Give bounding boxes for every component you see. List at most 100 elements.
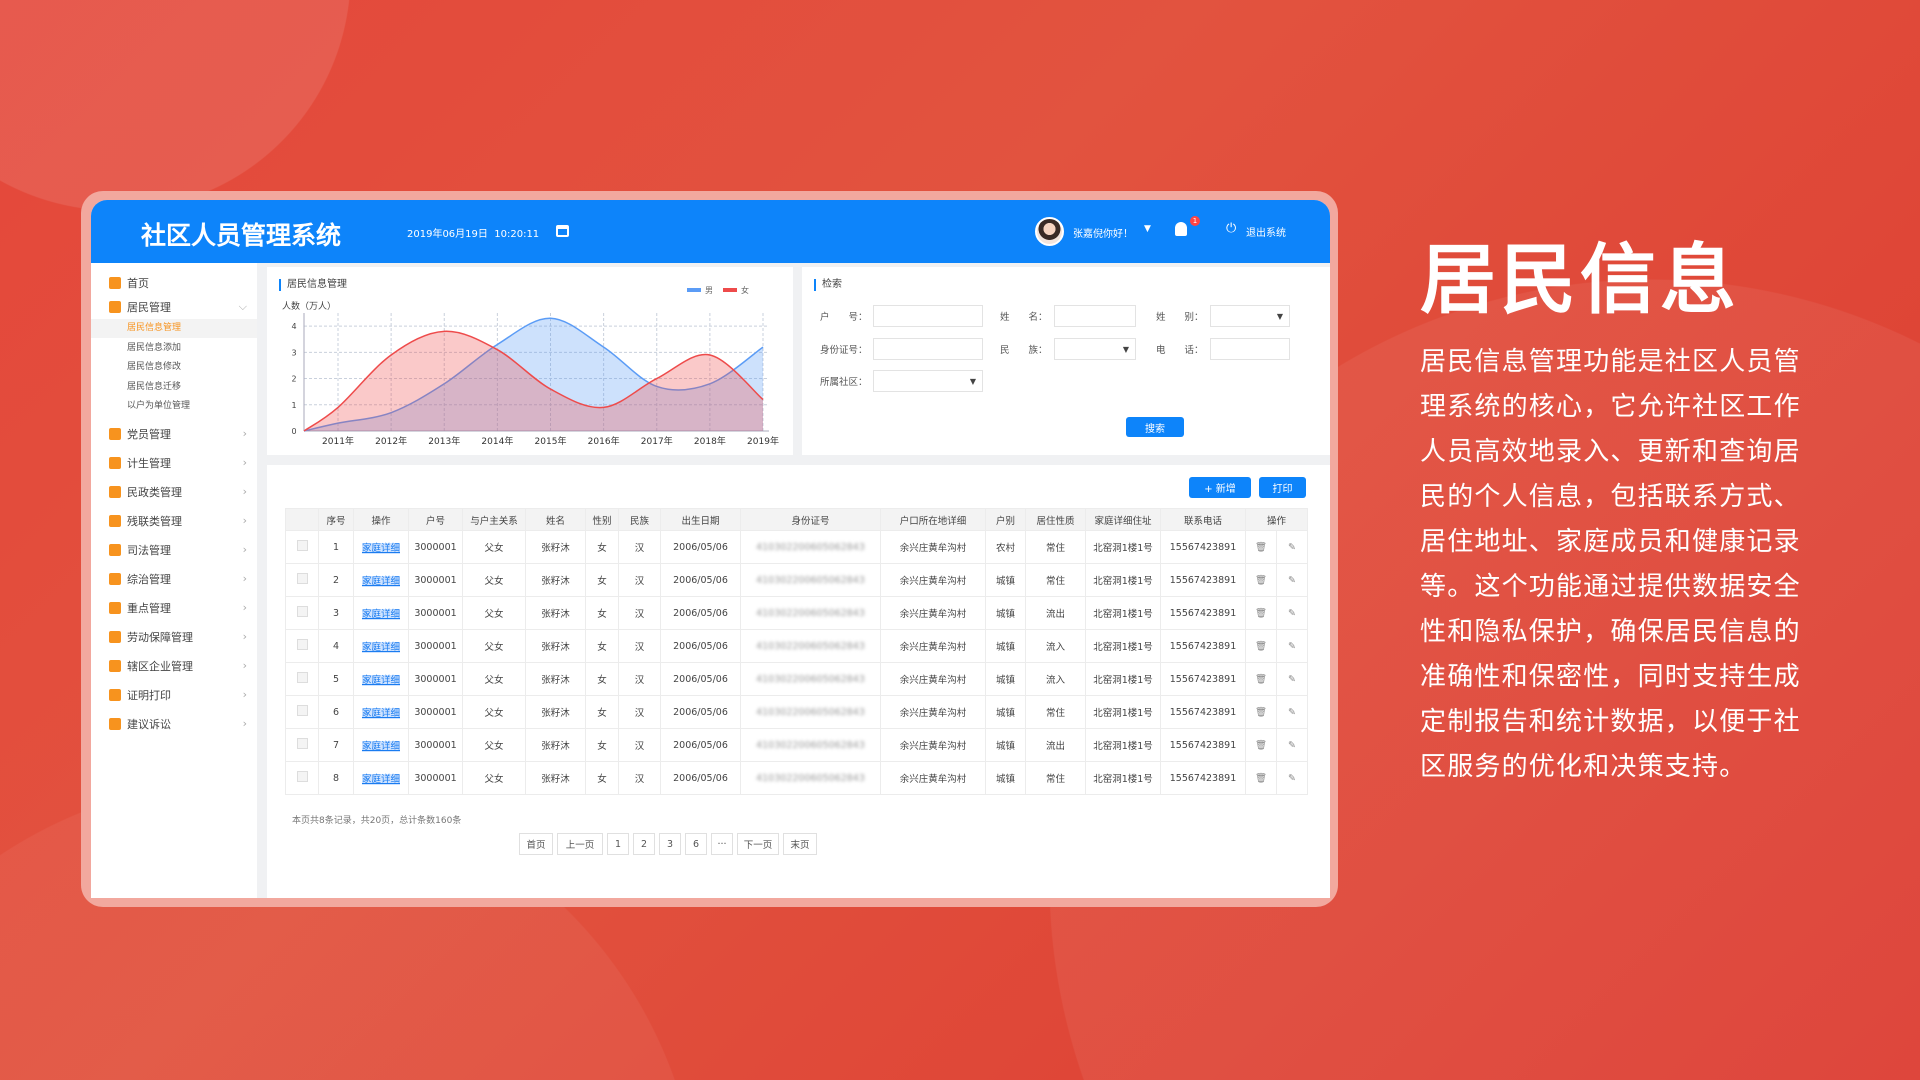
sidebar-item[interactable]: 残联类管理 ›	[91, 509, 257, 533]
gender-select[interactable]: ▼	[1210, 305, 1290, 327]
pagination-button[interactable]: 3	[659, 833, 681, 855]
delete-icon[interactable]: 🗑︎	[1245, 530, 1277, 564]
cell-rel: 父女	[462, 761, 526, 795]
row-checkbox[interactable]	[296, 606, 308, 617]
edit-icon[interactable]: ✎	[1276, 563, 1308, 597]
pagination-button[interactable]: 末页	[783, 833, 817, 855]
sidebar-item[interactable]: 辖区企业管理 ›	[91, 654, 257, 678]
pagination-button[interactable]: 6	[685, 833, 707, 855]
id-number-input[interactable]	[873, 338, 983, 360]
sidebar-item[interactable]: 党员管理 ›	[91, 422, 257, 446]
edit-icon[interactable]: ✎	[1276, 662, 1308, 696]
edit-icon[interactable]: ✎	[1276, 728, 1308, 762]
pagination-button[interactable]: 2	[633, 833, 655, 855]
add-button[interactable]: + 新增	[1189, 477, 1251, 498]
sidebar-item[interactable]: 计生管理 ›	[91, 451, 257, 475]
cell-sex: 女	[585, 563, 619, 597]
sidebar-item-label: 辖区企业管理	[127, 659, 193, 673]
family-detail-link[interactable]: 家庭详细	[361, 576, 400, 587]
sidebar-item[interactable]: 民政类管理 ›	[91, 480, 257, 504]
print-button[interactable]: 打印	[1259, 477, 1306, 498]
pagination-button[interactable]: ···	[711, 833, 733, 855]
cell-no: 7	[318, 728, 354, 762]
power-icon[interactable]: ⏻	[1226, 221, 1237, 236]
user-menu-chevron-icon[interactable]: ▼	[1144, 224, 1151, 234]
sidebar-item[interactable]: 司法管理 ›	[91, 538, 257, 562]
logout-button[interactable]: 退出系统	[1246, 228, 1286, 239]
edit-icon[interactable]: ✎	[1276, 629, 1308, 663]
family-detail-link[interactable]: 家庭详细	[361, 675, 400, 686]
edit-icon[interactable]: ✎	[1276, 695, 1308, 729]
enterprise-icon	[109, 659, 121, 672]
search-panel: 检索 户 号： 姓 名： 姓 别： ▼ 身份证号： 民 族： ▼ 电 话： 所属…	[802, 267, 1330, 455]
ethnicity-select[interactable]: ▼	[1054, 338, 1136, 360]
sidebar-subitem[interactable]: 以户为单位管理	[127, 401, 191, 411]
pagination-button[interactable]: 下一页	[737, 833, 779, 855]
row-checkbox[interactable]	[296, 705, 308, 716]
sidebar-subitem[interactable]: 居民信息管理	[91, 319, 257, 338]
row-checkbox[interactable]	[296, 639, 308, 650]
cell-type: 城镇	[985, 563, 1026, 597]
search-button[interactable]: 搜索	[1126, 417, 1184, 437]
row-checkbox[interactable]	[296, 738, 308, 749]
bell-icon[interactable]	[1175, 222, 1187, 236]
delete-icon[interactable]: 🗑︎	[1245, 761, 1277, 795]
row-checkbox[interactable]	[296, 540, 308, 551]
y-tick-label: 2	[291, 375, 296, 384]
edit-icon[interactable]: ✎	[1276, 530, 1308, 564]
cell-res: 常住	[1025, 695, 1086, 729]
delete-icon[interactable]: 🗑︎	[1245, 728, 1277, 762]
cell-no: 2	[318, 563, 354, 597]
sidebar-item[interactable]: 综治管理 ›	[91, 567, 257, 591]
sidebar-item[interactable]: 建议诉讼 ›	[91, 712, 257, 736]
family-detail-link[interactable]: 家庭详细	[361, 609, 400, 620]
column-header: 性别	[585, 508, 619, 531]
family-detail-link[interactable]: 家庭详细	[361, 774, 400, 785]
edit-icon[interactable]: ✎	[1276, 761, 1308, 795]
row-checkbox[interactable]	[296, 771, 308, 782]
cell-hh: 3000001	[408, 563, 463, 597]
delete-icon[interactable]: 🗑︎	[1245, 629, 1277, 663]
cell-addr: 余兴庄黄牟沟村	[880, 629, 986, 663]
cell-name: 张籽沐	[525, 662, 586, 696]
family-detail-link[interactable]: 家庭详细	[361, 642, 400, 653]
chevron-down-icon: ⌵	[238, 300, 247, 313]
delete-icon[interactable]: 🗑︎	[1245, 695, 1277, 729]
sidebar-subitem[interactable]: 居民信息修改	[127, 362, 182, 372]
pagination-button[interactable]: 首页	[519, 833, 553, 855]
cell-rel: 父女	[462, 530, 526, 564]
pagination-button[interactable]: 1	[607, 833, 629, 855]
family-detail-link[interactable]: 家庭详细	[361, 543, 400, 554]
cell-sex: 女	[585, 728, 619, 762]
community-select[interactable]: ▼	[873, 370, 983, 392]
sidebar-item[interactable]: 首页	[91, 271, 257, 295]
cell-res: 流入	[1025, 629, 1086, 663]
cell-home: 北窑洞1楼1号	[1085, 530, 1161, 564]
sidebar-item-label: 首页	[127, 277, 149, 290]
delete-icon[interactable]: 🗑︎	[1245, 596, 1277, 630]
sidebar-subitem[interactable]: 居民信息添加	[127, 342, 182, 353]
user-greeting[interactable]: 张嘉倪你好！	[1073, 229, 1133, 240]
id-number-blurred: 410302200605062843	[756, 739, 865, 751]
sidebar-item[interactable]: 证明打印 ›	[91, 683, 257, 707]
household-number-input[interactable]	[873, 305, 983, 327]
sidebar-item[interactable]: 重点管理 ›	[91, 596, 257, 620]
cell-name: 张籽沐	[525, 629, 586, 663]
delete-icon[interactable]: 🗑︎	[1245, 662, 1277, 696]
family-detail-link[interactable]: 家庭详细	[361, 708, 400, 719]
sidebar-subitem[interactable]: 居民信息迁移	[127, 381, 182, 392]
name-input[interactable]	[1054, 305, 1136, 327]
family-planning-icon	[109, 456, 121, 469]
edit-icon[interactable]: ✎	[1276, 596, 1308, 630]
calendar-icon[interactable]	[556, 225, 569, 237]
pagination-button[interactable]: 上一页	[557, 833, 603, 855]
phone-input[interactable]	[1210, 338, 1290, 360]
column-header: 身份证号	[740, 508, 881, 531]
sidebar-item[interactable]: 居民管理 ⌵	[91, 295, 257, 319]
sidebar-item[interactable]: 劳动保障管理 ›	[91, 625, 257, 649]
avatar[interactable]	[1035, 217, 1064, 246]
row-checkbox[interactable]	[296, 573, 308, 584]
delete-icon[interactable]: 🗑︎	[1245, 563, 1277, 597]
row-checkbox[interactable]	[296, 672, 308, 683]
family-detail-link[interactable]: 家庭详细	[361, 741, 400, 752]
